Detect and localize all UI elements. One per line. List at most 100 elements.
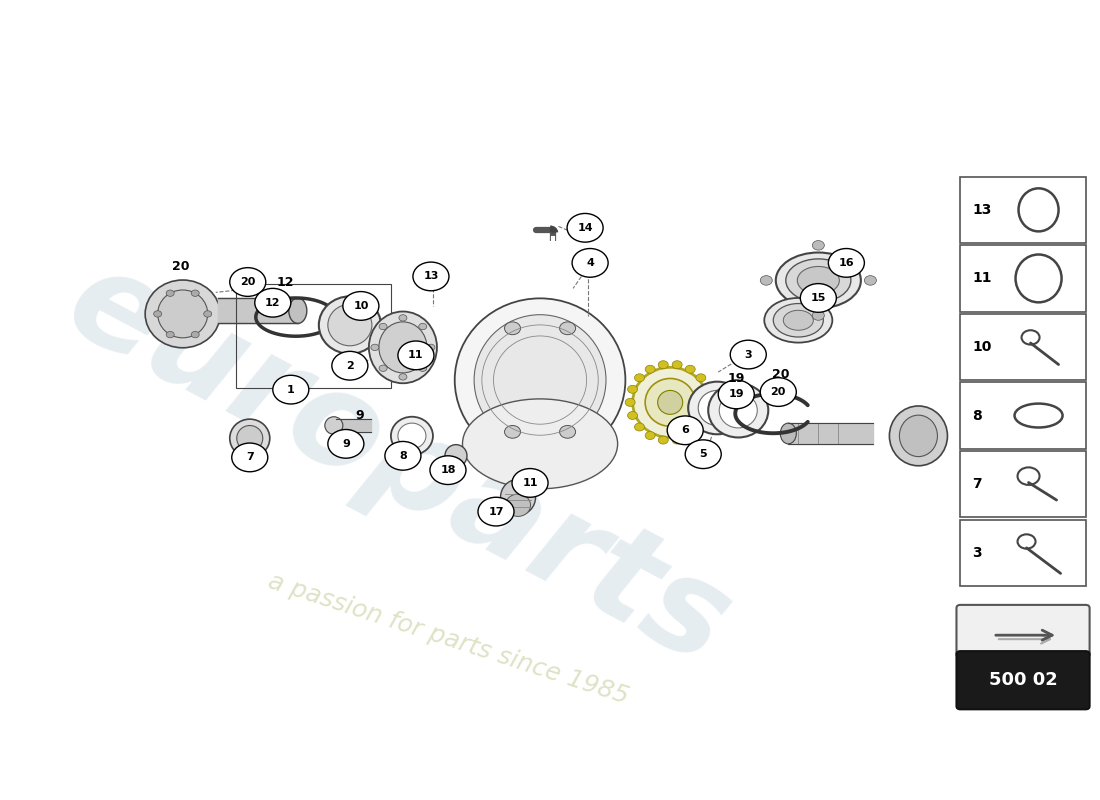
Circle shape <box>343 291 378 320</box>
Circle shape <box>658 361 668 369</box>
Text: 5: 5 <box>700 450 707 459</box>
Circle shape <box>478 498 514 526</box>
Ellipse shape <box>698 390 736 426</box>
Text: 19: 19 <box>727 372 745 385</box>
Circle shape <box>703 386 713 394</box>
Ellipse shape <box>398 423 426 449</box>
Circle shape <box>191 331 199 338</box>
Text: 13: 13 <box>972 203 992 217</box>
Ellipse shape <box>145 280 220 348</box>
Ellipse shape <box>719 393 757 428</box>
Text: 11: 11 <box>408 350 424 360</box>
Circle shape <box>232 443 267 472</box>
Text: 13: 13 <box>424 271 439 282</box>
Bar <box>960 314 1086 380</box>
Circle shape <box>430 456 466 485</box>
Ellipse shape <box>474 314 606 446</box>
Circle shape <box>718 380 755 409</box>
Circle shape <box>399 314 407 321</box>
Ellipse shape <box>390 417 433 455</box>
Text: 14: 14 <box>578 223 593 233</box>
Circle shape <box>568 214 603 242</box>
Circle shape <box>512 469 548 498</box>
Circle shape <box>760 378 796 406</box>
Circle shape <box>812 310 824 320</box>
Circle shape <box>419 323 427 330</box>
Ellipse shape <box>462 399 617 489</box>
Circle shape <box>703 411 713 419</box>
Circle shape <box>625 398 635 406</box>
Ellipse shape <box>798 266 839 294</box>
Circle shape <box>505 426 520 438</box>
Text: 2: 2 <box>346 361 354 370</box>
Text: 12: 12 <box>277 275 295 289</box>
Circle shape <box>865 276 877 285</box>
Circle shape <box>685 440 722 469</box>
Bar <box>960 451 1086 517</box>
Circle shape <box>255 288 290 317</box>
Ellipse shape <box>890 406 947 466</box>
Circle shape <box>646 431 656 439</box>
Ellipse shape <box>319 296 381 354</box>
Text: 6: 6 <box>681 426 689 435</box>
Ellipse shape <box>783 310 813 330</box>
Circle shape <box>273 375 309 404</box>
Circle shape <box>760 276 772 285</box>
Ellipse shape <box>785 259 851 302</box>
Circle shape <box>412 262 449 290</box>
Text: 7: 7 <box>972 477 982 491</box>
Text: 16: 16 <box>838 258 855 268</box>
Circle shape <box>166 331 174 338</box>
Circle shape <box>191 290 199 296</box>
Circle shape <box>628 411 638 419</box>
Bar <box>960 382 1086 449</box>
Text: 20: 20 <box>172 259 189 273</box>
Text: 7: 7 <box>246 452 254 462</box>
Circle shape <box>685 431 695 439</box>
Bar <box>960 177 1086 243</box>
Circle shape <box>328 430 364 458</box>
Ellipse shape <box>324 417 343 434</box>
Text: 18: 18 <box>440 465 455 475</box>
Text: 3: 3 <box>745 350 752 359</box>
Text: 8: 8 <box>399 451 407 461</box>
Text: 20: 20 <box>771 387 786 397</box>
Ellipse shape <box>780 423 796 444</box>
Circle shape <box>379 365 387 371</box>
Text: 11: 11 <box>972 271 992 286</box>
Ellipse shape <box>236 426 263 451</box>
Text: 4: 4 <box>586 258 594 268</box>
Ellipse shape <box>632 367 707 438</box>
Circle shape <box>204 310 211 317</box>
Circle shape <box>419 365 427 371</box>
Text: 3: 3 <box>972 546 982 560</box>
Ellipse shape <box>689 382 746 434</box>
Circle shape <box>560 426 575 438</box>
Circle shape <box>696 374 706 382</box>
Circle shape <box>705 398 715 406</box>
Circle shape <box>635 423 645 431</box>
Ellipse shape <box>157 290 208 338</box>
Circle shape <box>379 323 387 330</box>
Circle shape <box>560 322 575 334</box>
FancyArrowPatch shape <box>996 630 1053 640</box>
Ellipse shape <box>776 253 861 308</box>
Text: 500 02: 500 02 <box>989 671 1057 690</box>
Text: 8: 8 <box>972 409 982 422</box>
Circle shape <box>230 268 266 296</box>
Ellipse shape <box>230 419 270 458</box>
Ellipse shape <box>764 298 833 342</box>
Circle shape <box>505 322 520 334</box>
Text: 20: 20 <box>240 277 255 287</box>
Bar <box>960 246 1086 311</box>
Ellipse shape <box>773 303 823 337</box>
Text: 17: 17 <box>488 506 504 517</box>
Text: 10: 10 <box>972 340 992 354</box>
Circle shape <box>646 366 656 374</box>
Circle shape <box>812 241 824 250</box>
Circle shape <box>730 340 767 369</box>
Ellipse shape <box>446 445 468 467</box>
Circle shape <box>696 423 706 431</box>
Circle shape <box>332 351 367 380</box>
Ellipse shape <box>646 378 695 426</box>
